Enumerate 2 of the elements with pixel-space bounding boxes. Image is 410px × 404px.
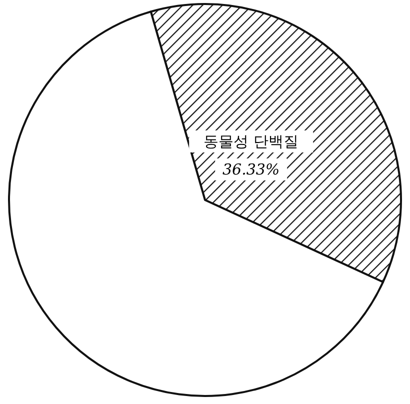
- data-label: 36.33%: [222, 160, 280, 178]
- slice-label: 동물성 단백질: [204, 132, 298, 150]
